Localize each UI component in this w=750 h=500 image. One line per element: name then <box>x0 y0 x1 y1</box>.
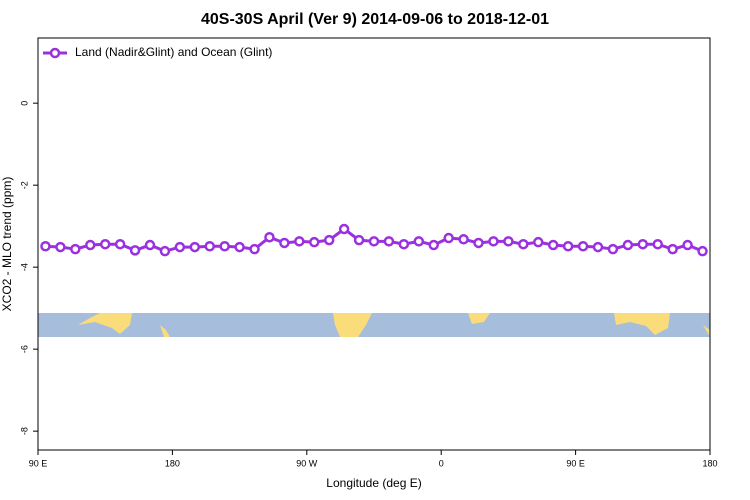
point <box>443 232 454 244</box>
point <box>607 243 619 255</box>
x-tick-label: 90 E <box>566 458 585 468</box>
y-tick-label: 0 <box>19 101 29 106</box>
point <box>129 245 141 256</box>
chart-title: 40S-30S April (Ver 9) 2014-09-06 to 2018… <box>201 11 549 28</box>
y-axis-label: XCO2 - MLO trend (ppm) <box>0 177 14 312</box>
y-tick-label: -6 <box>19 345 29 353</box>
point <box>383 236 395 247</box>
x-tick-label: 90 E <box>29 458 48 468</box>
point <box>488 236 499 247</box>
point <box>533 236 544 248</box>
point <box>204 241 215 252</box>
y-tick-label: -2 <box>19 181 29 189</box>
point <box>667 243 678 255</box>
point <box>637 238 649 250</box>
x-tick-label: 0 <box>439 458 444 468</box>
point <box>189 241 201 253</box>
point <box>518 238 529 250</box>
point <box>577 241 589 252</box>
legend-marker <box>49 47 61 59</box>
point <box>622 239 634 251</box>
point <box>234 241 245 253</box>
x-tick-label: 90 W <box>296 458 318 468</box>
point <box>323 234 335 246</box>
point <box>249 243 260 255</box>
point <box>398 238 410 250</box>
point <box>413 236 425 247</box>
y-tick-label: -8 <box>19 427 29 435</box>
point <box>279 237 290 249</box>
point <box>473 237 484 249</box>
point <box>547 239 559 251</box>
point <box>682 239 693 251</box>
x-tick-label: 180 <box>702 458 717 468</box>
point <box>697 245 708 257</box>
point <box>592 241 604 253</box>
map-strip <box>38 313 710 337</box>
point <box>219 241 230 252</box>
point <box>174 241 186 253</box>
point <box>70 243 81 255</box>
point <box>503 236 514 247</box>
point <box>55 241 66 253</box>
point <box>562 241 574 252</box>
x-tick-label: 180 <box>165 458 180 468</box>
point <box>338 223 350 235</box>
point <box>99 238 111 250</box>
point <box>309 236 320 248</box>
point <box>264 231 275 243</box>
point <box>353 234 365 246</box>
point <box>458 234 469 245</box>
point <box>294 236 305 247</box>
point <box>114 238 126 250</box>
point <box>40 241 51 252</box>
point <box>428 239 439 251</box>
point <box>144 239 156 251</box>
point <box>368 236 380 247</box>
point <box>85 239 96 251</box>
point <box>652 238 663 250</box>
x-axis-label: Longitude (deg E) <box>326 476 421 490</box>
point <box>159 245 171 257</box>
y-tick-label: -4 <box>19 263 29 271</box>
plot-frame <box>37 37 711 451</box>
legend-label: Land (Nadir&Glint) and Ocean (Glint) <box>75 45 272 59</box>
